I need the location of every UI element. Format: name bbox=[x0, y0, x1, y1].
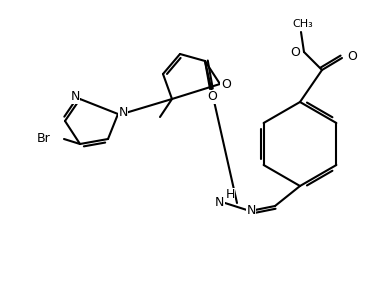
Text: N: N bbox=[70, 91, 80, 103]
Text: O: O bbox=[207, 91, 217, 103]
Text: O: O bbox=[290, 45, 300, 59]
Text: O: O bbox=[221, 77, 231, 91]
Text: N: N bbox=[246, 204, 256, 216]
Text: O: O bbox=[347, 50, 357, 62]
Text: Br: Br bbox=[36, 132, 50, 144]
Text: H: H bbox=[225, 188, 235, 202]
Text: N: N bbox=[118, 106, 128, 118]
Text: CH₃: CH₃ bbox=[293, 19, 313, 29]
Text: N: N bbox=[215, 196, 224, 208]
